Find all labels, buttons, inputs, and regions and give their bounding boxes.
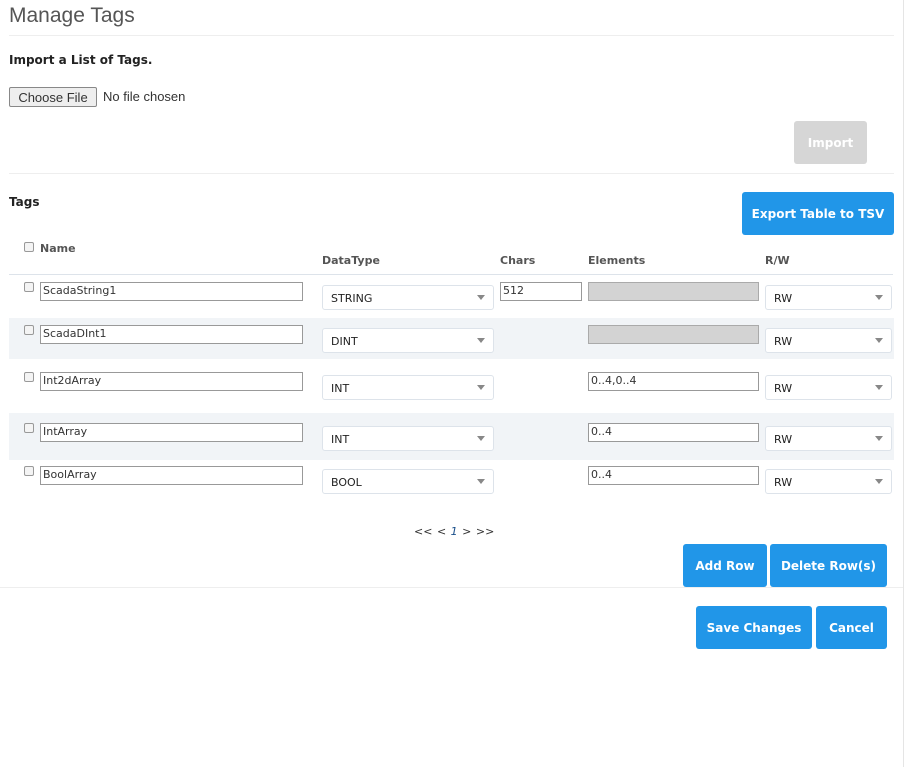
row-checkbox[interactable]	[24, 325, 34, 335]
first-page-link[interactable]: <<	[414, 525, 433, 538]
chevron-down-icon	[477, 338, 485, 343]
cancel-button[interactable]: Cancel	[816, 606, 887, 649]
col-rw: R/W	[765, 254, 790, 267]
datatype-value: DINT	[331, 335, 358, 348]
rw-select[interactable]: RW	[765, 375, 892, 400]
datatype-select[interactable]: DINT	[322, 328, 494, 353]
rw-select[interactable]: RW	[765, 469, 892, 494]
rw-value: RW	[774, 433, 793, 446]
elements-input	[588, 325, 759, 344]
rw-value: RW	[774, 292, 793, 305]
tag-name-input[interactable]: BoolArray	[40, 466, 303, 485]
row-checkbox[interactable]	[24, 466, 34, 476]
rw-value: RW	[774, 476, 793, 489]
datatype-select[interactable]: STRING	[322, 285, 494, 310]
pagination: << < 1 > >>	[414, 525, 494, 538]
rw-select[interactable]: RW	[765, 328, 892, 353]
datatype-select[interactable]: INT	[322, 426, 494, 451]
col-chars: Chars	[500, 254, 536, 267]
row-checkbox[interactable]	[24, 282, 34, 292]
export-tsv-button[interactable]: Export Table to TSV	[742, 192, 894, 235]
chevron-down-icon	[875, 436, 883, 441]
last-page-link[interactable]: >>	[475, 525, 495, 538]
import-heading: Import a List of Tags.	[9, 53, 153, 67]
current-page[interactable]: 1	[450, 525, 458, 538]
rw-value: RW	[774, 335, 793, 348]
chevron-down-icon	[875, 479, 883, 484]
tag-name-input[interactable]: Int2dArray	[40, 372, 303, 391]
chevron-down-icon	[875, 338, 883, 343]
col-elements: Elements	[588, 254, 646, 267]
delete-rows-button[interactable]: Delete Row(s)	[770, 544, 887, 587]
divider	[9, 173, 894, 174]
page-title: Manage Tags	[9, 4, 135, 27]
datatype-select[interactable]: INT	[322, 375, 494, 400]
import-button[interactable]: Import	[794, 121, 867, 164]
divider	[0, 587, 903, 588]
datatype-value: INT	[331, 382, 350, 395]
select-all-checkbox[interactable]	[24, 242, 34, 252]
save-changes-button[interactable]: Save Changes	[696, 606, 812, 649]
row-checkbox[interactable]	[24, 372, 34, 382]
datatype-value: INT	[331, 433, 350, 446]
header-divider	[9, 274, 893, 275]
rw-select[interactable]: RW	[765, 426, 892, 451]
chars-input[interactable]: 512	[500, 282, 582, 301]
choose-file-button[interactable]: Choose File	[9, 87, 97, 107]
rw-select[interactable]: RW	[765, 285, 892, 310]
add-row-button[interactable]: Add Row	[683, 544, 767, 587]
datatype-value: BOOL	[331, 476, 362, 489]
elements-input	[588, 282, 759, 301]
chevron-down-icon	[477, 385, 485, 390]
elements-input[interactable]: 0..4	[588, 466, 759, 485]
chevron-down-icon	[477, 479, 485, 484]
rw-value: RW	[774, 382, 793, 395]
chevron-down-icon	[875, 385, 883, 390]
file-status: No file chosen	[103, 89, 186, 104]
chevron-down-icon	[477, 436, 485, 441]
next-page-link[interactable]: >	[462, 525, 472, 538]
elements-input[interactable]: 0..4,0..4	[588, 372, 759, 391]
tags-heading: Tags	[9, 195, 40, 209]
tag-name-input[interactable]: ScadaString1	[40, 282, 303, 301]
col-datatype: DataType	[322, 254, 380, 267]
chevron-down-icon	[875, 295, 883, 300]
prev-page-link[interactable]: <	[436, 525, 447, 538]
divider	[9, 35, 894, 36]
col-name: Name	[40, 242, 76, 255]
row-checkbox[interactable]	[24, 423, 34, 433]
datatype-value: STRING	[331, 292, 373, 305]
tag-name-input[interactable]: IntArray	[40, 423, 303, 442]
elements-input[interactable]: 0..4	[588, 423, 759, 442]
datatype-select[interactable]: BOOL	[322, 469, 494, 494]
chevron-down-icon	[477, 295, 485, 300]
tag-name-input[interactable]: ScadaDInt1	[40, 325, 303, 344]
